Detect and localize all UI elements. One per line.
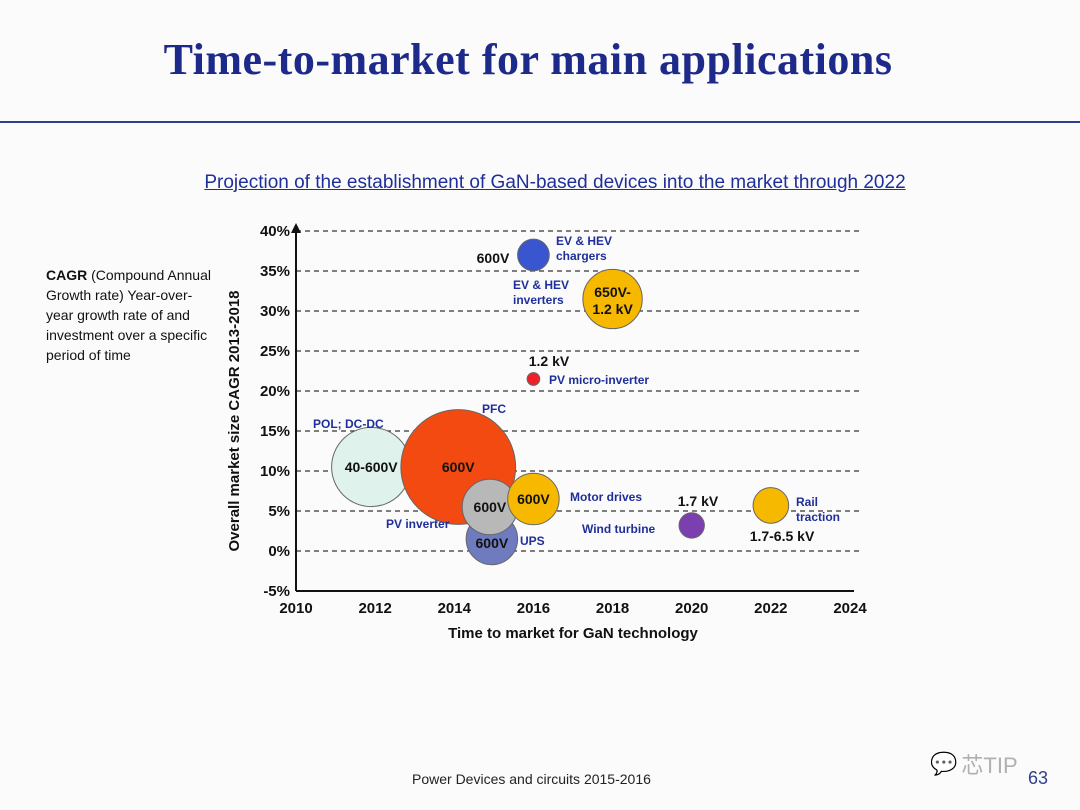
application-label: EV & HEV bbox=[513, 278, 569, 292]
x-tick-label: 2018 bbox=[596, 600, 629, 617]
cagr-description: (Compound Annual Growth rate) Year-over-… bbox=[46, 267, 211, 363]
bubble-value-label: 1.7-6.5 kV bbox=[750, 528, 815, 544]
application-label: chargers bbox=[556, 249, 607, 263]
application-label: inverters bbox=[513, 293, 564, 307]
y-tick-label: 5% bbox=[268, 503, 290, 520]
slide-title: Time-to-market for main applications bbox=[163, 35, 893, 84]
y-axis-label: Overall market size CAGR 2013-2018 bbox=[226, 291, 243, 552]
application-label: Rail bbox=[796, 495, 818, 509]
bubble-value-label: 1.2 kV bbox=[592, 301, 633, 317]
cagr-definition: CAGR (Compound Annual Growth rate) Year-… bbox=[46, 265, 216, 365]
application-label: Wind turbine bbox=[582, 522, 656, 536]
bubble bbox=[678, 512, 705, 539]
y-tick-label: 35% bbox=[260, 263, 290, 280]
application-label: PFC bbox=[482, 402, 506, 416]
application-label: PV inverter bbox=[386, 517, 450, 531]
bubble bbox=[582, 268, 643, 330]
axes: -5% 0% 5% 10% 15% 20% 25% 30% 35% 40% 2010 2012 2014… bbox=[226, 223, 867, 642]
bubble-value-label: 600V bbox=[474, 499, 507, 515]
application-label: traction bbox=[796, 510, 840, 524]
gridlines bbox=[296, 230, 862, 552]
bubble-value-label: 40-600V bbox=[345, 459, 399, 475]
x-axis-label: Time to market for GaN technology bbox=[448, 625, 698, 642]
application-label: UPS bbox=[520, 534, 545, 548]
application-label: PV micro-inverter bbox=[549, 373, 649, 387]
watermark: 💬 芯TIP bbox=[930, 748, 1018, 780]
bubbles bbox=[331, 238, 790, 566]
watermark-text: 芯TIP bbox=[961, 753, 1018, 778]
bubble-value-label: 650V- bbox=[594, 284, 631, 300]
y-tick-label: 30% bbox=[260, 303, 290, 320]
page-number: 63 bbox=[1028, 768, 1049, 788]
y-tick-label: 20% bbox=[260, 383, 290, 400]
bubble bbox=[517, 238, 550, 272]
bubble-value-label: 1.2 kV bbox=[529, 353, 570, 369]
application-label: Motor drives bbox=[570, 490, 642, 504]
y-tick-label: 0% bbox=[268, 543, 290, 560]
x-tick-label: 2024 bbox=[833, 600, 867, 617]
bubble bbox=[526, 372, 541, 386]
title-divider bbox=[0, 121, 1080, 123]
y-tick-label: 40% bbox=[260, 223, 290, 240]
wechat-icon: 💬 bbox=[930, 751, 958, 776]
bubble-value-label: 600V bbox=[477, 250, 510, 266]
cagr-term: CAGR bbox=[46, 267, 88, 283]
y-tick-label: -5% bbox=[263, 583, 290, 600]
bubble bbox=[507, 472, 560, 526]
y-tick-label: 15% bbox=[260, 423, 290, 440]
chart-title[interactable]: Projection of the establishment of GaN-b… bbox=[204, 172, 906, 193]
bubble-value-label: 600V bbox=[476, 535, 509, 551]
x-tick-label: 2016 bbox=[517, 600, 550, 617]
x-tick-label: 2022 bbox=[754, 600, 787, 617]
y-axis-arrow bbox=[291, 223, 301, 233]
bubble bbox=[752, 487, 790, 524]
slide-footer: Power Devices and circuits 2015-2016 bbox=[412, 771, 651, 787]
bubble-value-label: 600V bbox=[442, 459, 475, 475]
x-tick-label: 2014 bbox=[438, 600, 472, 617]
y-tick-label: 25% bbox=[260, 343, 290, 360]
x-tick-label: 2012 bbox=[358, 600, 391, 617]
application-label: POL; DC-DC bbox=[313, 417, 384, 431]
bubble-value-label: 1.7 kV bbox=[678, 493, 719, 509]
bubble-value-label: 600V bbox=[517, 491, 550, 507]
x-tick-label: 2010 bbox=[279, 600, 312, 617]
y-tick-label: 10% bbox=[260, 463, 290, 480]
x-tick-label: 2020 bbox=[675, 600, 708, 617]
application-label: EV & HEV bbox=[556, 234, 612, 248]
